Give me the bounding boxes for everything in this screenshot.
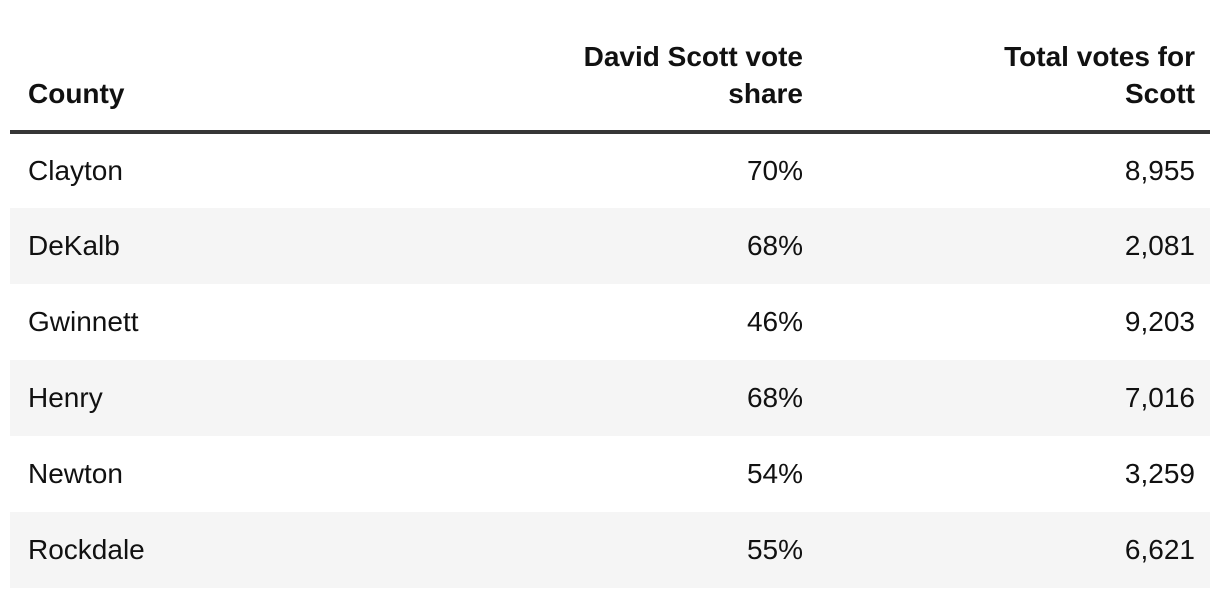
column-header-total-votes-line1: Total votes for <box>1004 41 1195 72</box>
cell-total-votes: 3,259 <box>1124 458 1195 489</box>
cell-vote-share: 55% <box>746 534 803 565</box>
column-header-total-votes: Total votes for Scott <box>813 0 1210 134</box>
cell-vote-share: 68% <box>746 382 803 413</box>
column-header-total-votes-line2: Scott <box>1125 78 1195 109</box>
column-header-county: County <box>10 0 410 134</box>
column-header-vote-share-line1: David Scott vote <box>583 41 803 72</box>
table-body: Clayton 70% 8,955 DeKalb 68% 2,081 Gwinn… <box>10 132 1210 588</box>
cell-vote-share: 68% <box>746 230 803 261</box>
county-results-table: County David Scott vote share Total vote… <box>10 0 1210 588</box>
header-row: County David Scott vote share Total vote… <box>10 0 1210 134</box>
cell-total-votes: 2,081 <box>1124 230 1195 261</box>
cell-vote-share: 70% <box>746 155 803 186</box>
cell-county: Rockdale <box>28 534 145 565</box>
cell-total-votes: 7,016 <box>1124 382 1195 413</box>
table-header: County David Scott vote share Total vote… <box>10 0 1210 134</box>
table-row-gwinnett: Gwinnett 46% 9,203 <box>10 284 1210 360</box>
cell-county: Newton <box>28 458 123 489</box>
column-header-vote-share-line2: share <box>728 78 803 109</box>
cell-county: Gwinnett <box>28 306 139 337</box>
cell-county: DeKalb <box>28 230 120 261</box>
cell-county: Clayton <box>28 155 123 186</box>
column-header-county-label: County <box>28 78 125 109</box>
cell-total-votes: 6,621 <box>1124 534 1195 565</box>
cell-total-votes: 9,203 <box>1124 306 1195 337</box>
table-row-henry: Henry 68% 7,016 <box>10 360 1210 436</box>
cell-county: Henry <box>28 382 103 413</box>
cell-vote-share: 54% <box>746 458 803 489</box>
table-row-clayton: Clayton 70% 8,955 <box>10 132 1210 208</box>
table-row-newton: Newton 54% 3,259 <box>10 436 1210 512</box>
cell-total-votes: 8,955 <box>1124 155 1195 186</box>
column-header-vote-share: David Scott vote share <box>410 0 813 134</box>
cell-vote-share: 46% <box>746 306 803 337</box>
table-row-dekalb: DeKalb 68% 2,081 <box>10 208 1210 284</box>
table-row-rockdale: Rockdale 55% 6,621 <box>10 512 1210 588</box>
